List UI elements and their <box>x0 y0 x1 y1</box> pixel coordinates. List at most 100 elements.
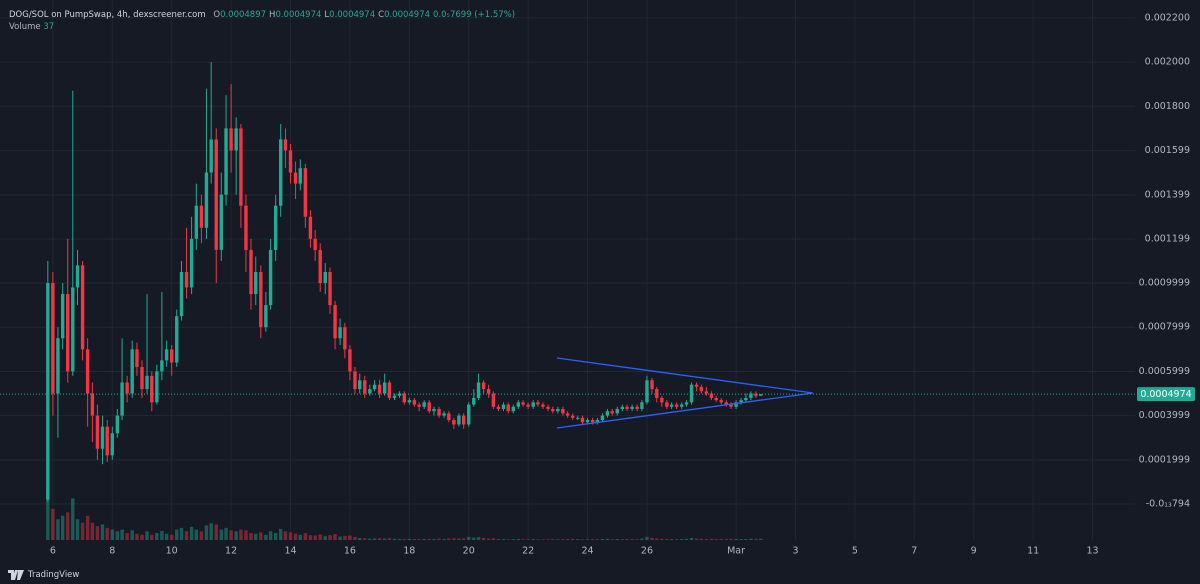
y-tick-label: 0.0007999 <box>1139 322 1190 333</box>
candle-body <box>110 433 114 456</box>
candle-body <box>585 420 590 423</box>
volume-bar <box>75 519 80 540</box>
candle-body <box>516 402 521 407</box>
volume-bar <box>80 522 85 540</box>
volume-bar <box>46 488 50 540</box>
candle-body <box>308 216 313 239</box>
volume-bar <box>640 538 644 540</box>
volume-bar <box>254 533 258 540</box>
candle-body <box>561 408 565 414</box>
legend: DOG/SOL on PumpSwap, 4h, dexscreener.com… <box>9 9 518 33</box>
candle-body <box>244 205 248 250</box>
volume-bar <box>630 539 634 540</box>
volume-bar <box>293 533 298 540</box>
candle-body <box>318 249 322 284</box>
candle-body <box>694 384 699 387</box>
volume-bar <box>244 530 248 540</box>
candle-body <box>51 283 55 394</box>
candle-body <box>724 402 728 405</box>
candle-body <box>650 380 654 390</box>
volume-bar <box>264 534 268 540</box>
candle-body <box>635 406 639 409</box>
volume-bar <box>452 538 456 540</box>
volume-bar <box>273 533 278 540</box>
candle-body <box>298 168 303 184</box>
candle-body <box>199 205 204 228</box>
candle-body <box>620 406 625 409</box>
candle-body <box>704 391 709 394</box>
volume-bar <box>744 538 748 540</box>
candle-body <box>120 382 124 416</box>
candle-body <box>145 375 149 390</box>
volume-bar <box>531 539 535 540</box>
volume-bar <box>313 535 317 540</box>
volume-bar <box>501 539 506 540</box>
candle-body <box>75 265 80 288</box>
chart: 0.002200 0.002000 0.001800 0.001599 0.001399… <box>0 0 1195 557</box>
volume-bar <box>308 535 313 540</box>
candle-body <box>457 415 461 425</box>
candle-body <box>630 406 634 409</box>
volume-bar <box>719 538 723 540</box>
volume-bar <box>214 524 218 540</box>
triangle-lower-line[interactable] <box>556 392 814 429</box>
candle-body <box>175 316 179 363</box>
volume-bar <box>422 538 426 540</box>
volume-bar <box>387 538 392 540</box>
volume-bar <box>105 527 109 540</box>
candle-body <box>130 349 134 394</box>
y-tick-label: -0.0₁₃794 <box>1146 498 1190 509</box>
volume-bar <box>392 538 397 540</box>
candle-body <box>363 380 367 394</box>
x-tick-label: 8 <box>109 546 115 557</box>
volume-bar <box>66 512 70 540</box>
candle-body <box>674 404 679 407</box>
volume-value: 37 <box>43 22 55 32</box>
volume-bar <box>665 538 669 540</box>
volume-bar <box>526 539 530 540</box>
candle-body <box>531 402 535 407</box>
legend-key: H <box>269 10 276 20</box>
x-tick-label: 9 <box>971 546 977 557</box>
candle-body <box>407 400 412 403</box>
candle-body <box>377 384 382 394</box>
y-tick-label: 0.002200 <box>1145 12 1190 23</box>
volume-bar <box>734 538 738 540</box>
candle-body <box>610 411 614 414</box>
y-tick-label: 0.0005999 <box>1139 366 1190 377</box>
candle-body <box>140 366 144 390</box>
volume-bar <box>140 534 144 540</box>
candle-body <box>56 338 60 394</box>
candle-body <box>115 415 120 434</box>
x-tick-label: 16 <box>344 546 356 557</box>
candle-body <box>224 128 228 195</box>
candle-body <box>625 406 629 409</box>
candle-body <box>135 349 139 367</box>
volume-bar <box>259 532 263 540</box>
y-tick-label: 0.001399 <box>1145 189 1190 200</box>
volume-bar <box>645 536 649 540</box>
volume-bar <box>749 538 753 540</box>
volume-bar <box>234 531 238 540</box>
candle-body <box>496 406 501 409</box>
candle-body <box>744 397 748 401</box>
candle-body <box>600 415 605 421</box>
candle-body <box>432 408 436 412</box>
volume-bar <box>739 539 743 540</box>
volume-bar <box>229 530 233 540</box>
candle-body <box>95 415 100 449</box>
x-tick-label: 20 <box>463 546 475 557</box>
volume-bar <box>372 538 377 540</box>
candle-body <box>268 249 273 306</box>
candle-body <box>447 413 451 421</box>
candle-body <box>590 420 595 423</box>
candle-body <box>169 349 174 363</box>
x-tick-label: 7 <box>911 546 917 557</box>
candle-body <box>709 393 714 398</box>
volume-bar <box>328 535 332 540</box>
candle-body <box>90 393 95 416</box>
candle-body <box>382 382 387 394</box>
candle-body <box>417 404 421 407</box>
triangle-upper-line[interactable] <box>556 357 814 394</box>
